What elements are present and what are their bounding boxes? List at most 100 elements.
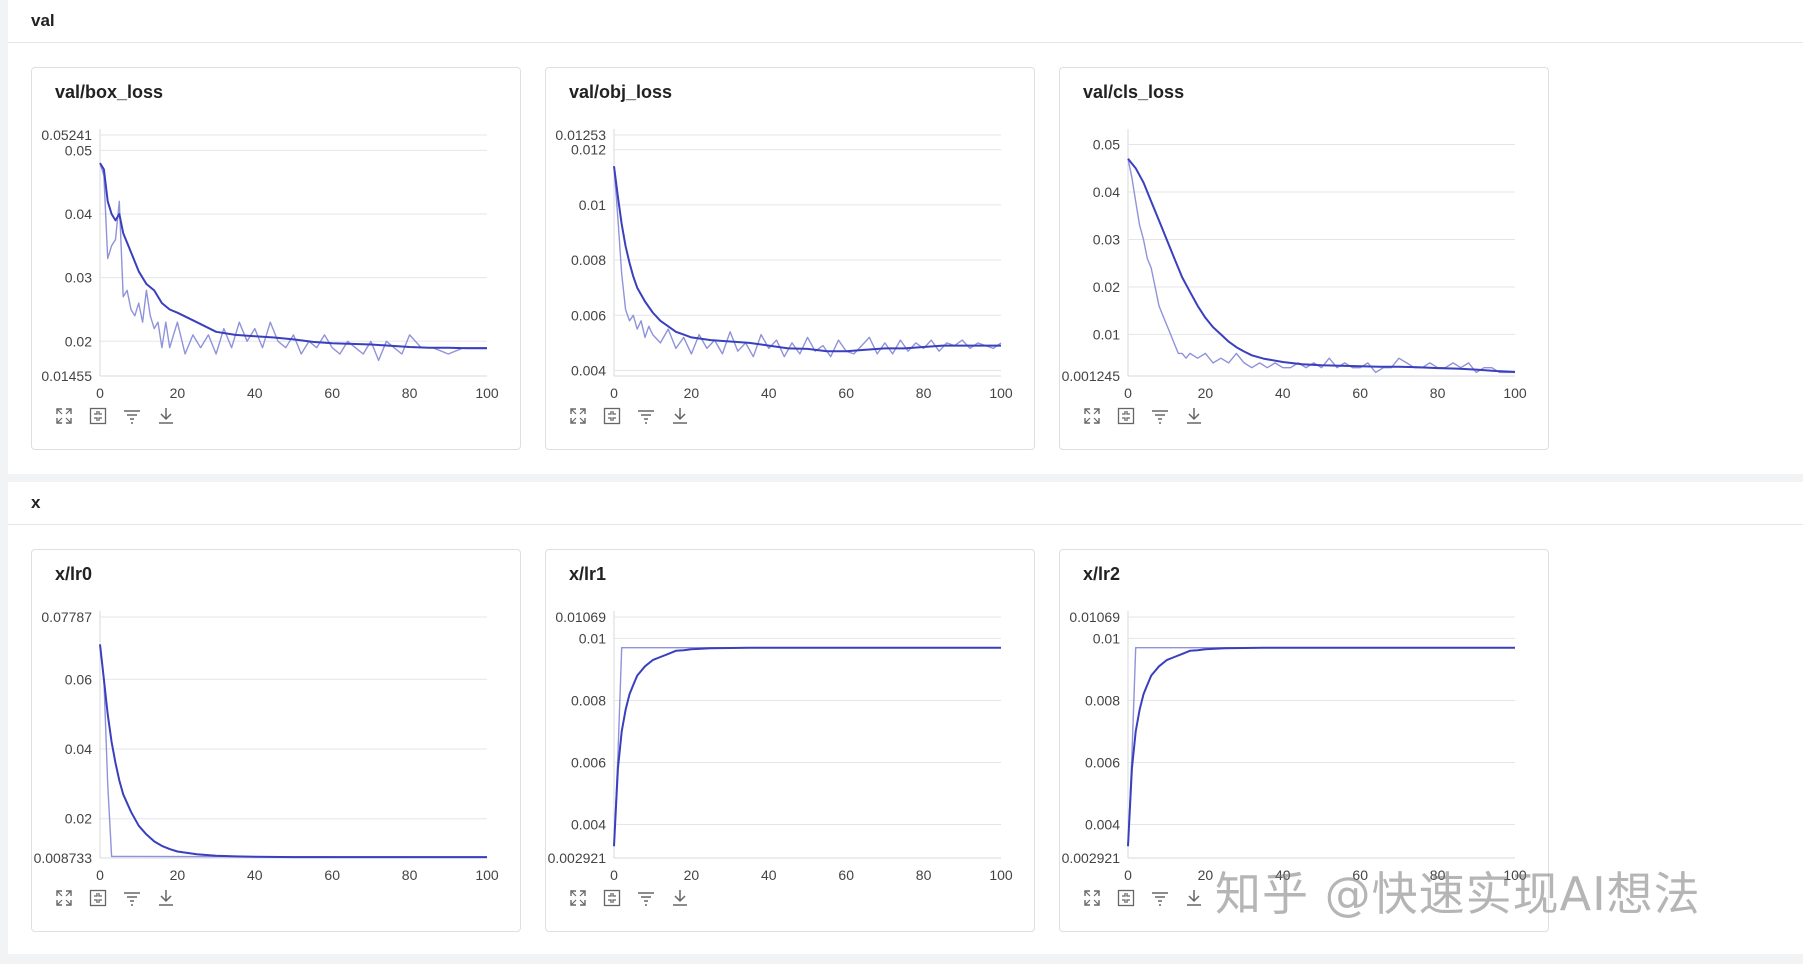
chart-plot[interactable]: 0.002921 0.004 0.006 0.008 0.01 0.01069 0 20 40 6… — [546, 550, 1036, 933]
filter-icon[interactable] — [636, 888, 656, 908]
y-tick-label: 0.012 — [571, 142, 606, 158]
raw-series-line — [1127, 158, 1515, 374]
y-tick-label: 0.004 — [571, 817, 606, 833]
fit-icon[interactable] — [1116, 406, 1136, 426]
y-tick-label: 0.01 — [1093, 326, 1120, 342]
chart-toolbar — [1082, 406, 1204, 430]
y-tick-label: 0.05 — [1093, 136, 1120, 152]
y-tick-label: 0.03 — [65, 270, 92, 286]
y-tick-label: 0.01069 — [555, 609, 606, 625]
y-tick-label: 0.002921 — [1062, 850, 1121, 866]
y-tick-label: 0.008733 — [34, 850, 93, 866]
x-tick-label: 80 — [402, 385, 418, 401]
download-icon[interactable] — [670, 888, 690, 908]
chart-title: val/cls_loss — [1083, 82, 1185, 102]
raw-series-line — [99, 162, 487, 362]
x-tick-label: 0 — [610, 867, 618, 883]
download-icon[interactable] — [1184, 406, 1204, 426]
chart-title: x/lr1 — [569, 564, 607, 584]
x-tick-label: 20 — [684, 867, 700, 883]
y-tick-label: 0.01455 — [41, 368, 92, 384]
smoothed-series-line — [613, 646, 1001, 847]
x-tick-label: 0 — [1124, 385, 1132, 401]
chart-plot[interactable]: 0.01455 0.02 0.03 0.04 0.050.05241 0 20 40 60 80 1… — [32, 68, 522, 451]
y-tick-label: 0.01 — [579, 197, 606, 213]
y-tick-label: 0.02 — [1093, 279, 1120, 295]
x-tick-label: 80 — [1430, 385, 1446, 401]
filter-icon[interactable] — [1150, 888, 1170, 908]
chart-card: val/cls_loss 0.001245 0.01 0.02 0.03 0.04 0.05… — [1059, 67, 1549, 450]
chart-card: x/lr0 0.008733 0.02 0.04 0.06 0.07787 0 20 40 60 8… — [31, 549, 521, 932]
fit-icon[interactable] — [602, 406, 622, 426]
chart-toolbar — [568, 888, 690, 912]
y-tick-label: 0.01253 — [555, 127, 606, 143]
y-tick-label: 0.004 — [571, 362, 606, 378]
fit-icon[interactable] — [88, 406, 108, 426]
smoothed-series-line — [1127, 158, 1516, 373]
section-title[interactable]: x — [8, 482, 1803, 525]
chart-plot[interactable]: 0.001245 0.01 0.02 0.03 0.04 0.05 0 20 40 60 80 100 — [1060, 68, 1550, 451]
x-tick-label: 100 — [475, 867, 499, 883]
filter-icon[interactable] — [122, 406, 142, 426]
chart-toolbar — [1082, 888, 1204, 912]
section-title[interactable]: val — [8, 0, 1803, 43]
x-tick-label: 40 — [247, 385, 263, 401]
fit-icon[interactable] — [602, 888, 622, 908]
smoothed-series-line — [1127, 646, 1515, 847]
x-tick-label: 100 — [1503, 867, 1527, 883]
expand-icon[interactable] — [54, 406, 74, 426]
x-tick-label: 20 — [1198, 867, 1214, 883]
x-tick-label: 100 — [989, 385, 1013, 401]
expand-icon[interactable] — [1082, 406, 1102, 426]
x-tick-label: 0 — [610, 385, 618, 401]
x-tick-label: 60 — [838, 385, 854, 401]
raw-series-line — [613, 646, 1001, 847]
watermark: 知乎 @快速实现AI想法 — [1215, 867, 1701, 921]
x-tick-label: 0 — [1124, 867, 1132, 883]
x-tick-label: 60 — [324, 385, 340, 401]
x-tick-label: 60 — [324, 867, 340, 883]
y-tick-label: 0.01069 — [1069, 609, 1120, 625]
y-tick-label: 0.01 — [579, 630, 606, 646]
y-tick-label: 0.03 — [1093, 231, 1120, 247]
x-tick-label: 20 — [684, 385, 700, 401]
expand-icon[interactable] — [1082, 888, 1102, 908]
chart-plot[interactable]: 0.002921 0.004 0.006 0.008 0.01 0.01069 0 20 40 6… — [1060, 550, 1550, 933]
x-tick-label: 100 — [989, 867, 1013, 883]
x-tick-label: 20 — [1198, 385, 1214, 401]
x-tick-label: 80 — [1430, 867, 1446, 883]
section-x: x x/lr0 0.008733 0.02 0.04 0.06 0.07787 0 20 40 6… — [8, 482, 1803, 954]
expand-icon[interactable] — [568, 888, 588, 908]
chart-plot[interactable]: 0.008733 0.02 0.04 0.06 0.07787 0 20 40 60 80 100 — [32, 550, 522, 933]
download-icon[interactable] — [670, 406, 690, 426]
chart-title: val/obj_loss — [569, 82, 673, 102]
section-val: val val/box_loss 0.01455 0.02 0.03 0.04 0.05 0… — [8, 0, 1803, 474]
x-tick-label: 40 — [761, 385, 777, 401]
chart-toolbar — [54, 888, 176, 912]
x-tick-label: 0 — [96, 867, 104, 883]
fit-icon[interactable] — [88, 888, 108, 908]
expand-icon[interactable] — [568, 406, 588, 426]
chart-title: x/lr0 — [55, 564, 93, 584]
expand-icon[interactable] — [54, 888, 74, 908]
y-tick-label: 0.004 — [1085, 817, 1120, 833]
download-icon[interactable] — [156, 406, 176, 426]
y-tick-label: 0.008 — [1085, 692, 1120, 708]
filter-icon[interactable] — [1150, 406, 1170, 426]
download-icon[interactable] — [1184, 888, 1204, 908]
fit-icon[interactable] — [1116, 888, 1136, 908]
raw-series-line — [99, 644, 488, 858]
filter-icon[interactable] — [122, 888, 142, 908]
x-tick-label: 60 — [1352, 867, 1368, 883]
download-icon[interactable] — [156, 888, 176, 908]
chart-card: x/lr2 0.002921 0.004 0.006 0.008 0.01 0.01069 0… — [1059, 549, 1549, 932]
y-tick-label: 0.006 — [1085, 754, 1120, 770]
y-tick-label: 0.02 — [65, 333, 92, 349]
filter-icon[interactable] — [636, 406, 656, 426]
y-tick-label: 0.008 — [571, 692, 606, 708]
chart-card: val/obj_loss 0.004 0.006 0.008 0.01 0.012 0.01… — [545, 67, 1035, 450]
y-tick-label: 0.05241 — [41, 127, 92, 143]
x-tick-label: 60 — [838, 867, 854, 883]
x-tick-label: 60 — [1352, 385, 1368, 401]
